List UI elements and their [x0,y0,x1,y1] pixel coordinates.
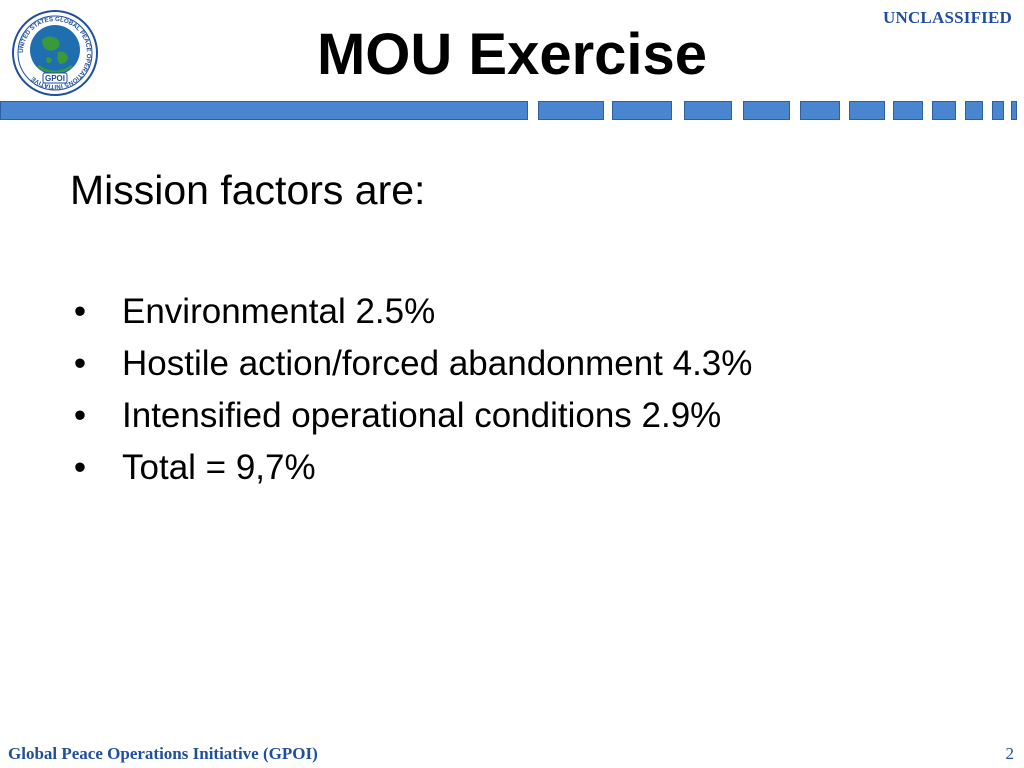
divider-segment [1011,101,1017,120]
header-divider [0,101,1024,121]
gpoi-seal-icon: UNITED STATES GLOBAL PEACE OPERATIONS IN… [12,10,98,96]
content-heading: Mission factors are: [70,167,426,213]
list-item: • Environmental 2.5% [70,286,752,338]
bullet-list: • Environmental 2.5% • Hostile action/fo… [70,286,753,494]
list-item-text: Environmental 2.5% [122,292,436,331]
slide-title: MOU Exercise [316,22,708,87]
list-item-text: Intensified operational conditions 2.9% [122,396,722,435]
divider-segment [893,101,923,120]
list-item: • Hostile action/forced abandonment 4.3% [70,338,753,390]
divider-segment [0,101,528,120]
list-item: • Total = 9,7% [70,442,752,494]
page-number: 2 [1005,744,1015,763]
divider-segment [965,101,983,120]
divider-segment [684,101,732,120]
list-item-text: Total = 9,7% [122,448,316,487]
divider-segment [612,101,672,120]
bullet-icon: • [73,448,87,487]
gpoi-logo: UNITED STATES GLOBAL PEACE OPERATIONS IN… [12,10,98,96]
divider-segment [932,101,956,120]
list-item: • Intensified operational conditions 2.9… [70,390,752,442]
divider-segment [992,101,1004,120]
classification-label: UNCLASSIFIED [883,8,1012,27]
divider-segment [849,101,885,120]
bullet-icon: • [73,292,87,331]
bullet-icon: • [73,344,87,383]
divider-segment [743,101,790,120]
list-item-text: Hostile action/forced abandonment 4.3% [122,344,753,383]
divider-segment [800,101,840,120]
divider-segment [538,101,604,120]
bullet-icon: • [73,396,87,435]
svg-text:GPOI: GPOI [45,74,65,83]
footer-organization: Global Peace Operations Initiative (GPOI… [8,744,318,763]
